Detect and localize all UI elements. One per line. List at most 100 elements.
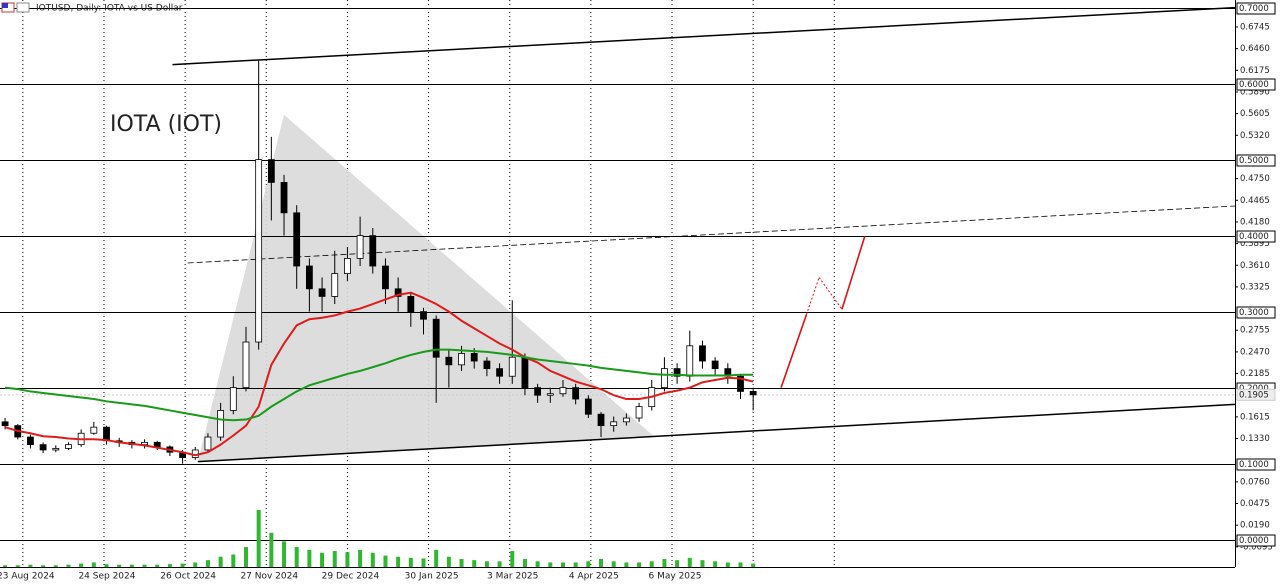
volume-bar [459,559,464,567]
y-tick-label: -0.0095 [1240,542,1273,552]
volume-bar [472,560,477,567]
volume-bar [282,541,287,567]
volume-bar [218,556,223,567]
volume-bar [522,559,527,567]
candle-body [534,387,542,396]
y-tick-label: 0.6175 [1240,66,1270,76]
trendline [172,6,1236,66]
candle-body [255,159,263,343]
volume-bar [79,563,84,567]
chart-header: IOTUSD, Daily: IOTA vs US Dollar [36,4,183,14]
x-tick-label: 23 Aug 2024 [0,572,55,582]
candle-body [267,159,275,183]
level-label-box [1236,78,1276,91]
y-tick-label: 0.6745 [1240,22,1270,32]
volume-bar [294,547,299,567]
level-label-box [1236,230,1276,243]
volume-bar [687,557,692,567]
volume-bar [649,561,654,567]
x-tick-label: 24 Sep 2024 [78,572,135,582]
candle-body [242,341,250,389]
candle-body [445,356,453,366]
level-label-box [1236,306,1276,319]
level-label-box [1236,2,1276,15]
level-label-box [1236,534,1276,547]
y-tick-label: 0.4465 [1240,196,1270,206]
volume-bar [700,560,705,567]
candle-body [356,235,364,259]
volume-bar [193,562,198,567]
level-label: 0.1000 [1239,460,1269,470]
projection-segment [818,277,843,310]
candle-body [229,387,237,411]
icon-flag-canton [2,3,8,8]
candle-body [584,398,592,415]
candle-body [293,212,301,267]
y-tick-label: 0.4180 [1240,217,1270,227]
candle-body [622,417,630,423]
volume-bar [738,562,743,567]
projection-segment [805,277,820,315]
volume-bar [231,554,236,567]
volume-bar [180,563,185,567]
volume-bar [484,561,489,567]
y-tick-label: 0.2470 [1240,347,1270,357]
volume-bar [408,557,413,567]
candle-body [204,436,212,451]
chart-annotation: IOTA (IOT) [110,112,222,137]
volume-bar [637,562,642,567]
candle-body [496,368,503,377]
triangle-pattern [197,114,655,462]
projection-segment [841,236,866,310]
volume-bar [205,560,210,567]
level-label: 0.5000 [1239,156,1269,166]
y-tick-label: 0.2755 [1240,326,1270,336]
x-tick-label: 6 May 2025 [649,572,702,582]
volume-bar [53,565,58,567]
volume-bar [3,565,8,567]
volume-bar [624,562,629,567]
candle-body [686,345,694,377]
volume-bar [41,565,46,567]
last-price-box [1236,388,1276,401]
candle-body [318,288,326,297]
y-tick-label: 0.1615 [1240,412,1270,422]
volume-bar [548,562,553,567]
level-label: 0.4000 [1239,232,1269,242]
y-tick-label: 0.3610 [1240,261,1270,271]
candle-body [597,413,605,427]
moving-average [4,291,754,457]
volume-bar [446,556,451,567]
candle-body [280,182,288,214]
volume-bar [675,560,680,567]
candle-body [737,375,744,392]
volume-bar [497,561,502,567]
y-tick-label: 0.1330 [1240,434,1270,444]
candle-body [331,273,339,297]
volume-bar [510,551,515,567]
projection-segment [780,314,808,388]
x-tick-label: 26 Oct 2024 [160,572,216,582]
volume-bar [155,564,160,567]
volume-bar [104,564,109,567]
candle-body [103,426,110,442]
level-label: 0.6000 [1239,80,1269,90]
volume-bar [91,562,96,567]
volume-bar [66,564,71,567]
candle-body [382,265,389,290]
level-label: 0.7000 [1239,4,1269,14]
candle-body [610,421,618,427]
candle-body [1,421,9,427]
candle-body [420,311,427,320]
volume-bar [332,551,337,567]
candle-body [432,318,440,358]
x-tick-label: 30 Jan 2025 [405,572,459,582]
y-tick-label: 0.0475 [1240,499,1270,509]
volume-bar [167,564,172,567]
candle-body [27,436,34,446]
candle-body [508,356,516,377]
volume-bar [560,562,565,567]
volume-bar [256,510,261,567]
y-tick-label: 0.5605 [1240,109,1270,119]
level-label: 0.0000 [1239,536,1269,546]
